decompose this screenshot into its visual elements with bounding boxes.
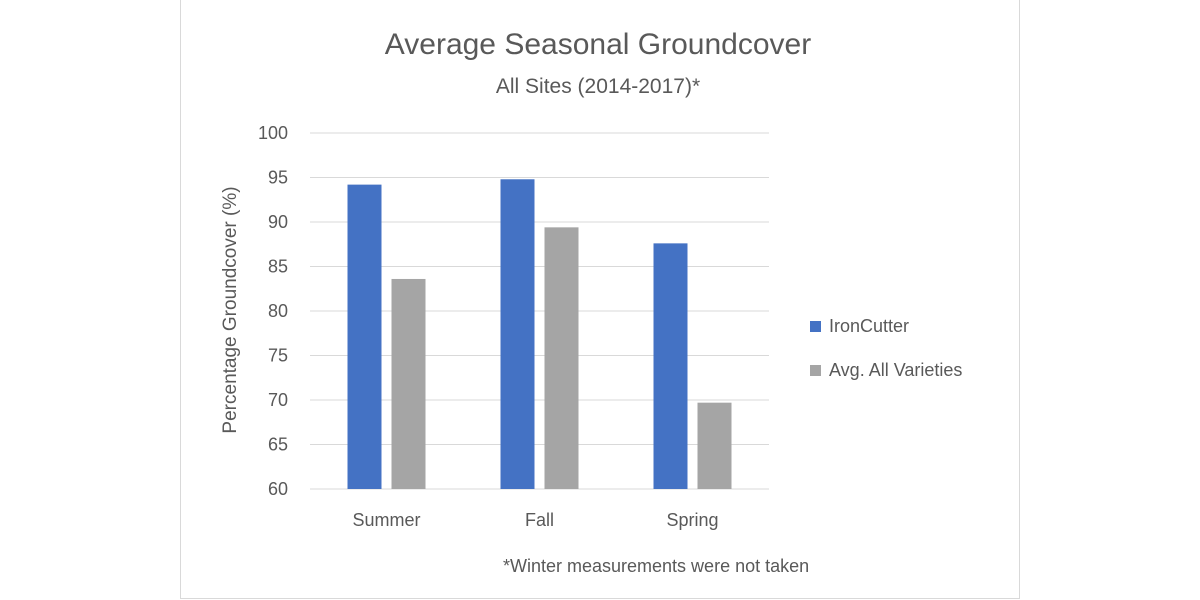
bar-fall-ironcutter (500, 179, 535, 489)
x-tick-label: Fall (525, 510, 554, 530)
chart-frame (180, 0, 1020, 599)
legend-label: IronCutter (829, 316, 909, 336)
bars (347, 179, 732, 489)
chart-footnote: *Winter measurements were not taken (503, 556, 809, 576)
x-tick-label: Spring (666, 510, 718, 530)
y-tick-label: 100 (258, 123, 288, 143)
legend-label: Avg. All Varieties (829, 360, 962, 380)
chart-title: Average Seasonal Groundcover (385, 28, 811, 61)
x-tick-label: Summer (352, 510, 420, 530)
y-tick-label: 60 (268, 479, 288, 499)
y-tick-label: 85 (268, 257, 288, 277)
y-tick-label: 95 (268, 168, 288, 188)
bar-spring-ironcutter (653, 243, 688, 489)
y-tick-label: 90 (268, 212, 288, 232)
y-tick-labels: 60 65 70 75 80 85 90 95 100 (258, 123, 288, 499)
legend-swatch (810, 365, 821, 376)
gridlines (310, 132, 769, 490)
x-tick-labels: Summer Fall Spring (352, 510, 718, 530)
chart-subtitle: All Sites (2014-2017)* (496, 75, 700, 98)
legend-swatch (810, 321, 821, 332)
y-tick-label: 75 (268, 346, 288, 366)
bar-summer-avg-all-varieties (391, 278, 426, 489)
y-tick-label: 80 (268, 301, 288, 321)
bar-fall-avg-all-varieties (544, 227, 579, 489)
bar-spring-avg-all-varieties (697, 402, 732, 489)
y-tick-label: 65 (268, 435, 288, 455)
y-tick-label: 70 (268, 390, 288, 410)
bar-summer-ironcutter (347, 184, 382, 489)
legend: IronCutter Avg. All Varieties (810, 316, 962, 380)
y-axis-label: Percentage Groundcover (%) (220, 186, 241, 433)
